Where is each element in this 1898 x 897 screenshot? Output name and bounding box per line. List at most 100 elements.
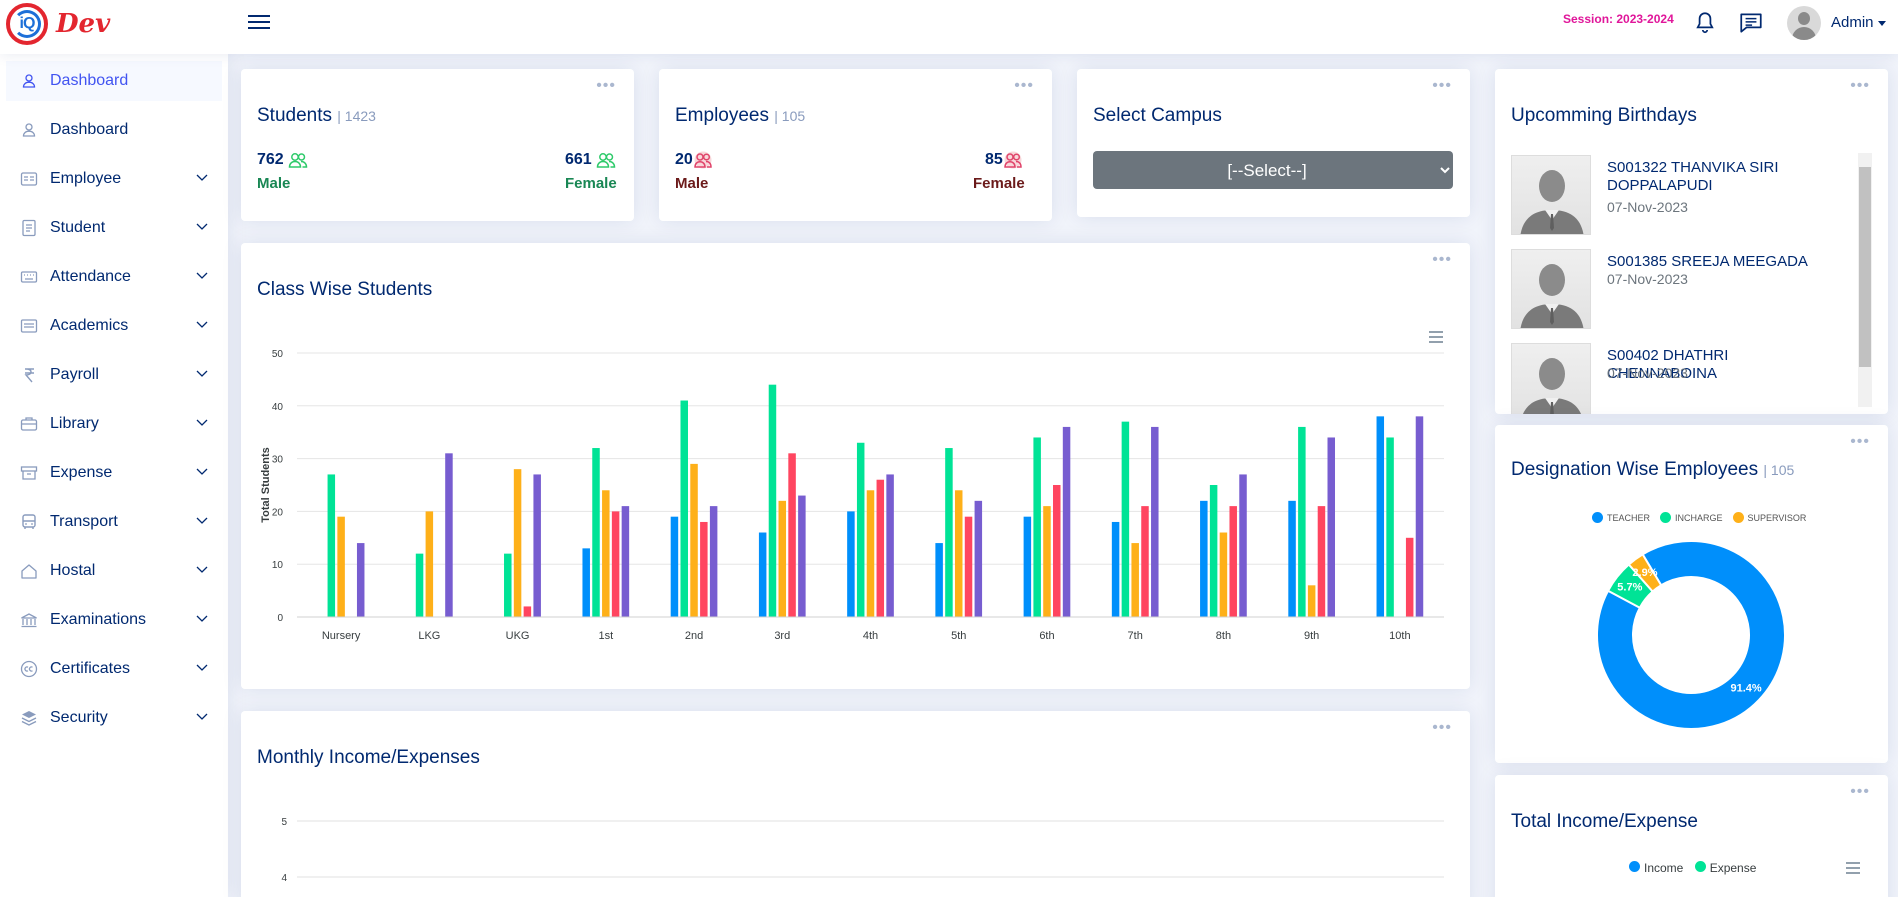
- bar: [1141, 506, 1149, 617]
- bar: [1062, 426, 1071, 617]
- bell-icon[interactable]: [1692, 10, 1718, 36]
- y-tick-label: 50: [272, 349, 284, 360]
- sidebar-item-label: Examinations: [50, 611, 147, 628]
- more-icon[interactable]: •••: [1850, 783, 1870, 800]
- list-item[interactable]: S00402 DHATHRI CHENNABOINA 07-Nov-2023: [1511, 343, 1831, 414]
- donut-slice: [1596, 540, 1786, 730]
- x-tick-label: 2nd: [685, 630, 703, 642]
- bar: [778, 500, 787, 617]
- chevron-down-icon: [196, 223, 208, 230]
- legend-teacher[interactable]: TEACHER: [1592, 512, 1650, 523]
- more-icon[interactable]: •••: [1432, 77, 1452, 94]
- avatar[interactable]: [1787, 6, 1821, 40]
- x-tick-label: 7th: [1128, 630, 1143, 642]
- bar: [513, 469, 522, 617]
- male-label: Male: [675, 175, 709, 192]
- list-item[interactable]: S001322 THANVIKA SIRI DOPPALAPUDI 07-Nov-…: [1511, 155, 1831, 237]
- bar: [592, 448, 600, 617]
- y-tick-label: 0: [277, 613, 283, 624]
- sidebar-item-transport[interactable]: Transport: [6, 502, 222, 542]
- chart-menu-icon[interactable]: [1845, 861, 1861, 875]
- more-icon[interactable]: •••: [1432, 719, 1452, 736]
- avatar: [1511, 343, 1591, 414]
- students-card: ••• Students | 1423 762 Male 661 Female: [241, 69, 634, 221]
- female-count: 85: [985, 151, 1023, 169]
- bar: [847, 511, 855, 617]
- card-title: Students | 1423: [257, 105, 376, 126]
- campus-select[interactable]: [--Select--]: [1093, 151, 1453, 189]
- sidebar-item-student[interactable]: Student: [6, 208, 222, 248]
- bar: [1043, 506, 1051, 617]
- income-legend: Income Expense: [1629, 861, 1756, 875]
- bar: [504, 553, 512, 617]
- app-logo[interactable]: iQ Dev: [6, 3, 110, 45]
- session-label: Session: 2023-2024: [1563, 12, 1674, 26]
- x-tick-label: 1st: [598, 630, 613, 642]
- x-tick-label: 8th: [1216, 630, 1231, 642]
- bar: [768, 384, 777, 617]
- x-tick-label: UKG: [506, 630, 530, 642]
- legend-dot: [1629, 861, 1640, 872]
- bar: [1151, 426, 1159, 617]
- legend-income[interactable]: Income: [1644, 861, 1684, 875]
- bar: [621, 506, 630, 617]
- sidebar-item-examinations[interactable]: Examinations: [6, 600, 222, 640]
- bar: [523, 606, 532, 617]
- scrollbar[interactable]: [1858, 153, 1872, 407]
- legend-expense[interactable]: Expense: [1709, 861, 1757, 875]
- chart-menu-icon[interactable]: [1428, 330, 1444, 344]
- sidebar-item-label: Transport: [50, 513, 118, 530]
- bar: [1111, 521, 1120, 617]
- designation-card: ••• Designation Wise Employees | 105 TEA…: [1495, 425, 1888, 763]
- rupee-icon: [24, 368, 34, 383]
- bar: [709, 506, 718, 617]
- more-icon[interactable]: •••: [1432, 251, 1452, 268]
- house-icon: [21, 564, 37, 579]
- legend-incharge[interactable]: INCHARGE: [1660, 512, 1723, 523]
- bar: [1317, 506, 1326, 617]
- sidebar-item-expense[interactable]: Expense: [6, 453, 222, 493]
- bar: [758, 532, 767, 617]
- sidebar-item-certificates[interactable]: Certificates: [6, 649, 222, 689]
- x-tick-label: 3rd: [774, 630, 790, 642]
- bar: [582, 548, 590, 617]
- legend-label: SUPERVISOR: [1747, 512, 1807, 523]
- avatar: [1511, 249, 1591, 329]
- logo-initials: iQ: [19, 15, 36, 32]
- data-label: 2.9%: [1632, 567, 1657, 579]
- list-item[interactable]: S001385 SREEJA MEEGADA 07-Nov-2023: [1511, 249, 1831, 331]
- bar: [935, 543, 943, 617]
- sidebar-item-dashboard[interactable]: Dashboard: [6, 110, 222, 150]
- y-tick-label: 30: [272, 455, 284, 466]
- sidebar-item-payroll[interactable]: Payroll: [6, 355, 222, 395]
- sidebar-item-academics[interactable]: Academics: [6, 306, 222, 346]
- y-axis-label: Total Students: [260, 447, 272, 523]
- bar: [680, 400, 688, 617]
- sidebar-item-employee[interactable]: Employee: [6, 159, 222, 199]
- legend-supervisor[interactable]: SUPERVISOR: [1732, 512, 1807, 523]
- user-icon: [22, 74, 36, 88]
- more-icon[interactable]: •••: [1014, 77, 1034, 94]
- sidebar-item-library[interactable]: Library: [6, 404, 222, 444]
- chat-icon[interactable]: [1738, 10, 1764, 36]
- scrollbar-thumb[interactable]: [1859, 167, 1871, 367]
- more-icon[interactable]: •••: [1850, 433, 1870, 450]
- x-tick-label: Nursery: [322, 630, 361, 642]
- bar: [327, 474, 336, 617]
- sidebar-item-dashboard[interactable]: Dashboard: [6, 61, 222, 101]
- id-card-icon: [20, 172, 38, 186]
- bar: [974, 500, 983, 617]
- bar: [700, 521, 708, 617]
- sidebar-item-security[interactable]: Security: [6, 698, 222, 738]
- bar: [1121, 421, 1130, 617]
- sidebar-item-attendance[interactable]: Attendance: [6, 257, 222, 297]
- more-icon[interactable]: •••: [596, 77, 616, 94]
- menu-toggle-icon[interactable]: [248, 12, 270, 32]
- birthday-date: 07-Nov-2023: [1607, 271, 1688, 287]
- legend-dot: [1732, 512, 1744, 523]
- user-menu[interactable]: Admin: [1831, 14, 1886, 31]
- layers-icon: [21, 711, 37, 726]
- more-icon[interactable]: •••: [1850, 77, 1870, 94]
- sidebar-item-label: Academics: [50, 317, 129, 334]
- sidebar-item-hostal[interactable]: Hostal: [6, 551, 222, 591]
